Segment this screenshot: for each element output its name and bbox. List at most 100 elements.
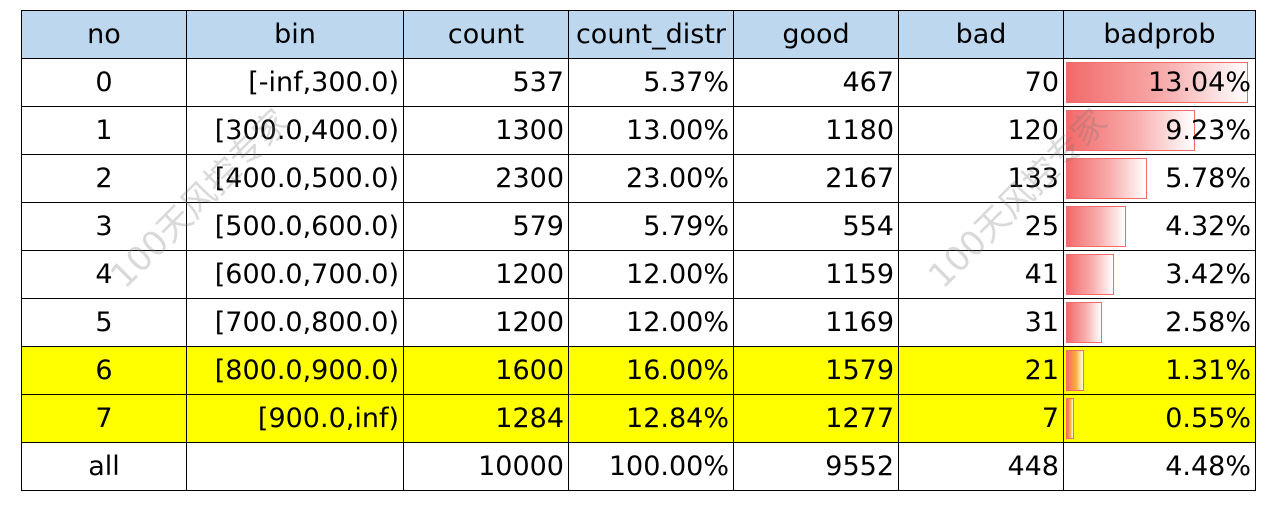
table-row: 2 [400.0,500.0) 2300 23.00% 2167 133 5.78% xyxy=(21,154,1256,203)
cell-count: 1300 xyxy=(403,106,569,155)
badprob-value: 0.55% xyxy=(1165,403,1251,434)
woe-bin-table: no bin count count_distr good bad badprob 0 [-i… xyxy=(21,10,1256,491)
table-row: 1 [300.0,400.0) 1300 13.00% 1180 120 9.23% xyxy=(21,106,1256,155)
cell-bad: 133 xyxy=(898,154,1064,203)
column-header-count: count xyxy=(403,10,569,59)
cell-count-distr: 12.00% xyxy=(568,250,734,299)
table-row: 7 [900.0,inf) 1284 12.84% 1277 7 0.55% xyxy=(21,394,1256,443)
cell-bin: [400.0,500.0) xyxy=(186,154,404,203)
cell-no: 0 xyxy=(21,58,187,107)
cell-no: 1 xyxy=(21,106,187,155)
cell-bad: 41 xyxy=(898,250,1064,299)
badprob-value: 13.04% xyxy=(1148,67,1251,98)
cell-bad: 120 xyxy=(898,106,1064,155)
badprob-value: 9.23% xyxy=(1165,115,1251,146)
badprob-value: 3.42% xyxy=(1165,259,1251,290)
badprob-data-bar xyxy=(1066,254,1114,295)
cell-count: 537 xyxy=(403,58,569,107)
badprob-value: 1.31% xyxy=(1165,355,1251,386)
badprob-data-bar xyxy=(1066,158,1147,199)
cell-bin: [600.0,700.0) xyxy=(186,250,404,299)
cell-no: all xyxy=(21,442,187,491)
cell-count: 2300 xyxy=(403,154,569,203)
table-row: 6 [800.0,900.0) 1600 16.00% 1579 21 1.31% xyxy=(21,346,1256,395)
cell-count-distr: 5.37% xyxy=(568,58,734,107)
cell-badprob: 5.78% xyxy=(1063,154,1256,203)
cell-badprob: 3.42% xyxy=(1063,250,1256,299)
cell-badprob: 9.23% xyxy=(1063,106,1256,155)
badprob-data-bar xyxy=(1066,62,1248,103)
cell-good: 554 xyxy=(733,202,899,251)
cell-count: 10000 xyxy=(403,442,569,491)
column-header-badprob: badprob xyxy=(1063,10,1256,59)
cell-count-distr: 5.79% xyxy=(568,202,734,251)
cell-good: 9552 xyxy=(733,442,899,491)
cell-bin: [-inf,300.0) xyxy=(186,58,404,107)
header-row: no bin count count_distr good bad badprob xyxy=(21,10,1256,59)
cell-no: 4 xyxy=(21,250,187,299)
cell-count-distr: 13.00% xyxy=(568,106,734,155)
cell-bad: 7 xyxy=(898,394,1064,443)
cell-bad: 70 xyxy=(898,58,1064,107)
cell-bin xyxy=(186,442,404,491)
cell-count-distr: 12.84% xyxy=(568,394,734,443)
cell-count: 1600 xyxy=(403,346,569,395)
badprob-data-bar xyxy=(1066,302,1102,343)
cell-count: 1284 xyxy=(403,394,569,443)
cell-badprob: 4.32% xyxy=(1063,202,1256,251)
cell-good: 2167 xyxy=(733,154,899,203)
cell-bin: [500.0,600.0) xyxy=(186,202,404,251)
cell-bad: 21 xyxy=(898,346,1064,395)
cell-no: 2 xyxy=(21,154,187,203)
column-header-bin: bin xyxy=(186,10,404,59)
cell-count: 1200 xyxy=(403,250,569,299)
cell-count-distr: 16.00% xyxy=(568,346,734,395)
cell-bad: 31 xyxy=(898,298,1064,347)
table-row: 5 [700.0,800.0) 1200 12.00% 1169 31 2.58% xyxy=(21,298,1256,347)
woe-bin-table-container: no bin count count_distr good bad badprob 0 [-i… xyxy=(21,10,1256,496)
column-header-bad: bad xyxy=(898,10,1064,59)
column-header-good: good xyxy=(733,10,899,59)
cell-no: 3 xyxy=(21,202,187,251)
cell-no: 6 xyxy=(21,346,187,395)
table-body: 0 [-inf,300.0) 537 5.37% 467 70 13.04% 1 [300.0,… xyxy=(21,58,1256,491)
cell-badprob: 13.04% xyxy=(1063,58,1256,107)
cell-good: 1277 xyxy=(733,394,899,443)
badprob-data-bar xyxy=(1066,398,1074,439)
cell-badprob: 4.48% xyxy=(1063,442,1256,491)
badprob-data-bar xyxy=(1066,350,1084,391)
badprob-value: 5.78% xyxy=(1165,163,1251,194)
table-row: 3 [500.0,600.0) 579 5.79% 554 25 4.32% xyxy=(21,202,1256,251)
cell-bin: [800.0,900.0) xyxy=(186,346,404,395)
cell-count-distr: 12.00% xyxy=(568,298,734,347)
cell-good: 467 xyxy=(733,58,899,107)
badprob-value: 2.58% xyxy=(1165,307,1251,338)
cell-no: 7 xyxy=(21,394,187,443)
cell-no: 5 xyxy=(21,298,187,347)
table-row: 0 [-inf,300.0) 537 5.37% 467 70 13.04% xyxy=(21,58,1256,107)
table-row: 4 [600.0,700.0) 1200 12.00% 1159 41 3.42% xyxy=(21,250,1256,299)
cell-bad: 25 xyxy=(898,202,1064,251)
cell-count-distr: 23.00% xyxy=(568,154,734,203)
badprob-data-bar xyxy=(1066,110,1195,151)
cell-good: 1159 xyxy=(733,250,899,299)
cell-count-distr: 100.00% xyxy=(568,442,734,491)
cell-count: 579 xyxy=(403,202,569,251)
column-header-count-distr: count_distr xyxy=(568,10,734,59)
table-row: all 10000 100.00% 9552 448 4.48% xyxy=(21,442,1256,491)
cell-count: 1200 xyxy=(403,298,569,347)
cell-bin: [900.0,inf) xyxy=(186,394,404,443)
cell-good: 1169 xyxy=(733,298,899,347)
cell-bin: [700.0,800.0) xyxy=(186,298,404,347)
badprob-value: 4.48% xyxy=(1165,451,1251,482)
cell-badprob: 2.58% xyxy=(1063,298,1256,347)
cell-good: 1180 xyxy=(733,106,899,155)
badprob-value: 4.32% xyxy=(1165,211,1251,242)
cell-badprob: 0.55% xyxy=(1063,394,1256,443)
cell-good: 1579 xyxy=(733,346,899,395)
column-header-no: no xyxy=(21,10,187,59)
badprob-data-bar xyxy=(1066,206,1126,247)
cell-bad: 448 xyxy=(898,442,1064,491)
cell-bin: [300.0,400.0) xyxy=(186,106,404,155)
cell-badprob: 1.31% xyxy=(1063,346,1256,395)
